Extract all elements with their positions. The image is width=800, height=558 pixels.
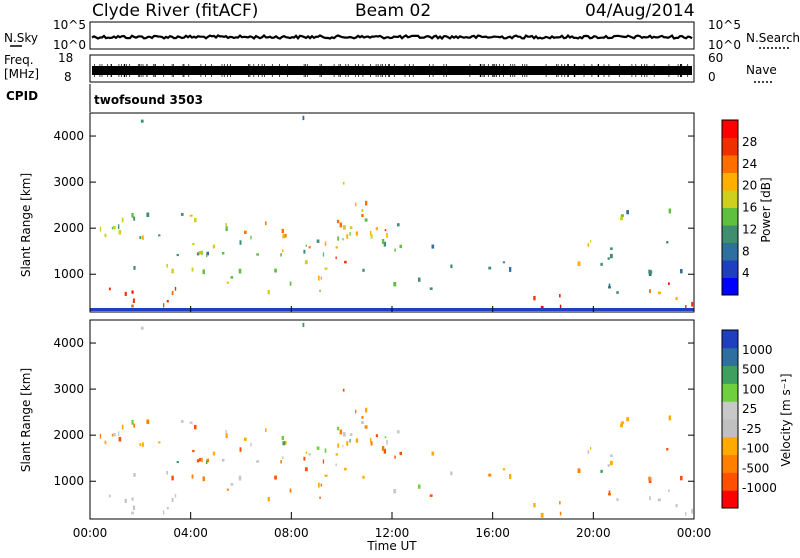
freq-tick-bottom: 8 [64, 70, 72, 84]
nave-label: Nave [746, 63, 777, 77]
power-colorbar: 4 8 12 16 20 24 28 Power [dB] [722, 120, 773, 296]
y-tick-label: 1000 [53, 267, 84, 281]
nsky-tick-bottom: 10^0 [53, 38, 86, 52]
nsky-panel: N.Sky 10^5 10^0 10^5 10^0 N.Search [4, 18, 800, 52]
cpid-value: twofsound 3503 [94, 93, 203, 107]
nsearch-tick-top: 10^5 [708, 18, 741, 32]
colorbar-segment [722, 243, 738, 261]
nsearch-label: N.Search [746, 31, 800, 45]
power-heatmap [90, 116, 694, 311]
colorbar-segment [722, 260, 738, 278]
colorbar-segment [722, 173, 738, 191]
colorbar-segment [722, 225, 738, 243]
colorbar-segment [722, 401, 738, 419]
power-colorbar-tick: 28 [742, 135, 757, 149]
station-title: Clyde River (fitACF) [92, 1, 258, 21]
cpid-panel: CPID twofsound 3503 [6, 84, 203, 112]
power-colorbar-tick: 4 [742, 266, 750, 280]
x-tick-label: 00:00 [73, 526, 108, 540]
nsky-tick-top: 10^5 [53, 18, 86, 32]
x-tick-label: 04:00 [173, 526, 208, 540]
velocity-colorbar-tick: 500 [742, 363, 765, 377]
colorbar-segment [722, 208, 738, 226]
freq-tick-top: 18 [58, 51, 73, 65]
x-tick-label: 20:00 [576, 526, 611, 540]
velocity-colorbar-tick: -100 [742, 442, 769, 456]
freq-label: Freq. [4, 53, 34, 67]
power-colorbar-label: Power [dB] [759, 177, 773, 242]
x-tick-label: 16:00 [475, 526, 510, 540]
colorbar-segment [722, 348, 738, 366]
y-tick-label: 2000 [53, 428, 84, 442]
colorbar-segment [722, 437, 738, 455]
colorbar-segment [722, 120, 738, 138]
power-y-axis: 1000 2000 3000 4000 [53, 129, 694, 281]
nave-tick-top: 60 [708, 51, 723, 65]
freq-band [92, 66, 692, 75]
colorbar-segment [722, 138, 738, 156]
velocity-colorbar: 1000 500 100 25 -25 -100 -500 -1000 Velocity [m… [722, 330, 793, 509]
power-panel: 1000 2000 3000 4000 Slant Range [km] [19, 113, 694, 312]
velocity-colorbar-label: Velocity [m s⁻¹] [779, 373, 793, 466]
y-tick-label: 4000 [53, 129, 84, 143]
colorbar-segment [722, 278, 738, 296]
velocity-xlabel: Time UT [366, 539, 417, 553]
beam-title: Beam 02 [355, 1, 431, 21]
velocity-colorbar-tick: 1000 [742, 343, 773, 357]
y-tick-label: 4000 [53, 336, 84, 350]
velocity-colorbar-tick: 25 [742, 402, 757, 416]
x-tick-label: 00:00 [677, 526, 712, 540]
colorbar-segment [722, 455, 738, 473]
velocity-x-axis: 00:00 04:00 08:00 12:00 16:00 20:00 00:00 [73, 306, 712, 540]
power-ylabel: Slant Range [km] [19, 173, 33, 277]
velocity-colorbar-tick: 100 [742, 382, 765, 396]
velocity-y-axis: 1000 2000 3000 4000 [53, 336, 694, 488]
velocity-ylabel: Slant Range [km] [19, 368, 33, 472]
velocity-colorbar-tick: -25 [742, 422, 762, 436]
y-tick-label: 3000 [53, 382, 84, 396]
colorbar-segment [722, 490, 738, 508]
colorbar-segment [722, 366, 738, 384]
velocity-panel: 1000 2000 3000 4000 00:00 04:00 08:00 12:00 16:… [19, 306, 711, 553]
nsky-trace [92, 36, 692, 39]
x-tick-label: 08:00 [274, 526, 309, 540]
velocity-heatmap [100, 323, 693, 518]
freq-panel: Freq. [MHz] 18 8 60 0 Nave [4, 51, 777, 84]
y-tick-label: 3000 [53, 175, 84, 189]
date-title: 04/Aug/2014 [585, 1, 695, 21]
power-colorbar-tick: 24 [742, 157, 757, 171]
nsearch-tick-bottom: 10^0 [708, 38, 741, 52]
cpid-label: CPID [6, 89, 38, 103]
colorbar-segment [722, 383, 738, 401]
power-colorbar-tick: 8 [742, 244, 750, 258]
power-colorbar-tick: 20 [742, 179, 757, 193]
velocity-colorbar-tick: -1000 [742, 481, 777, 495]
nsky-label: N.Sky [4, 31, 38, 45]
colorbar-segment [722, 330, 738, 348]
colorbar-segment [722, 155, 738, 173]
freq-unit: [MHz] [4, 67, 39, 81]
y-tick-label: 1000 [53, 474, 84, 488]
power-colorbar-tick: 12 [742, 222, 757, 236]
nave-tick-bottom: 0 [708, 70, 716, 84]
colorbar-segment [722, 419, 738, 437]
velocity-colorbar-tick: -500 [742, 461, 769, 475]
y-tick-label: 2000 [53, 221, 84, 235]
x-tick-label: 12:00 [375, 526, 410, 540]
colorbar-segment [722, 190, 738, 208]
power-colorbar-tick: 16 [742, 201, 757, 215]
colorbar-segment [722, 472, 738, 490]
